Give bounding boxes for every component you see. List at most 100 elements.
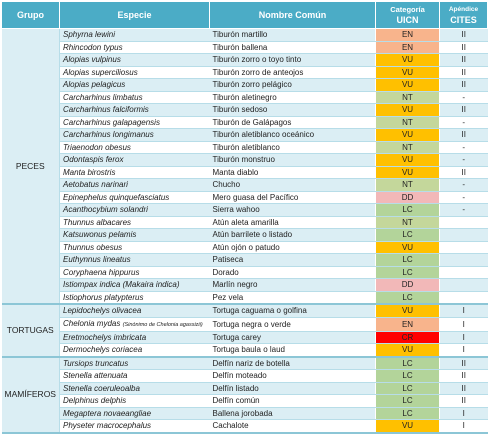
common-name: Atún aleta amarilla (209, 216, 376, 229)
uicn-category: CR (375, 331, 440, 344)
cites-appendix: II (439, 78, 488, 92)
species-name: Alopias superciliosus (63, 67, 138, 77)
common-name: Dorado (209, 266, 376, 279)
table-row: Thunnus albacares Atún aleta amarilla NT (2, 216, 488, 229)
common-name: Atún ojón o patudo (209, 241, 376, 254)
species-name: Lepidochelys olivacea (63, 306, 142, 316)
cites-appendix (439, 278, 488, 292)
uicn-category: LC (375, 407, 440, 420)
table-row: Aetobatus narinari Chucho NT - (2, 178, 488, 192)
cites-appendix: I (439, 317, 488, 332)
table-row: Dermochelys coriacea Tortuga baula o laud… (2, 343, 488, 358)
cites-appendix: - (439, 191, 488, 204)
species-cell: Stenella coeruleoalba (59, 382, 210, 395)
header-line: Apéndice (448, 6, 479, 13)
uicn-category: LC (375, 253, 440, 267)
cites-appendix (439, 241, 488, 254)
header-species: Especie (59, 1, 210, 29)
uicn-category: NT (375, 141, 440, 154)
species-cell: Istiompax indica (Makaira indica) (59, 278, 210, 292)
common-name: Tortuga baula o laud (209, 343, 376, 358)
species-name: Physeter macrocephalus (63, 421, 152, 431)
uicn-category: VU (375, 78, 440, 92)
table-row: Eretmochelys imbricata Tortuga carey CR I (2, 331, 488, 344)
common-name: Tiburón ballena (209, 41, 376, 54)
species-name: Sphyrna lewini (63, 30, 116, 40)
table-row: Alopias pelagicus Tiburón zorro pelágico V… (2, 78, 488, 92)
uicn-category: LC (375, 369, 440, 383)
species-name: Megaptera novaeangliae (63, 408, 152, 418)
species-name: Thunnus albacares (63, 217, 132, 227)
cites-appendix: - (439, 178, 488, 192)
common-name: Tiburón aletiblanco oceánico (209, 128, 376, 142)
species-cell: Physeter macrocephalus (59, 419, 210, 434)
species-name: Thunnus obesus (63, 242, 123, 252)
species-cell: Alopias superciliosus (59, 66, 210, 79)
common-name: Delfín listado (209, 382, 376, 395)
table-row: TORTUGAS Lepidochelys olivacea Tortuga cag… (1, 304, 488, 358)
cites-appendix: I (439, 304, 488, 318)
common-name: Chucho (209, 178, 376, 192)
species-name: Euthynnus lineatus (63, 255, 131, 265)
species-name: Carcharhinus galapagensis (63, 117, 160, 127)
species-cell: Katsuwonus pelamis (59, 228, 210, 242)
table-row: Carcharhinus galapagensis Tiburón de Galá… (2, 116, 488, 129)
uicn-category: VU (375, 419, 440, 434)
cites-appendix (439, 266, 488, 279)
species-name: Stenella coeruleoalba (63, 383, 140, 393)
table-row: Alopias vulpinus Tiburón zorro o toyo tin… (2, 53, 488, 67)
common-name: Tortuga negra o verde (209, 317, 376, 332)
cites-appendix: II (439, 41, 488, 54)
common-name: Tiburón martillo (209, 28, 376, 42)
species-name: Alopias vulpinus (63, 55, 121, 65)
common-name: Pez vela (209, 291, 376, 305)
cites-appendix: I (439, 419, 488, 434)
uicn-category: EN (375, 41, 440, 54)
table-row: Carcharhinus limbatus Tiburón aletinegro N… (2, 91, 488, 104)
cites-appendix: - (439, 203, 488, 217)
species-cell: Coryphaena hippurus (59, 266, 210, 279)
cites-appendix (439, 291, 488, 305)
species-cell: Alopias pelagicus (59, 78, 210, 92)
uicn-category: VU (375, 66, 440, 79)
common-name: Tiburón monstruo (209, 153, 376, 167)
common-name: Tiburón aletiblanco (209, 141, 376, 154)
cites-appendix: II (439, 369, 488, 383)
common-name: Tiburón aletinegro (209, 91, 376, 104)
species-cell: Euthynnus lineatus (59, 253, 210, 267)
species-name: Katsuwonus pelamis (63, 230, 137, 240)
header-common: Nombre Común (209, 1, 376, 29)
header-uicn: Categoría UICN (375, 1, 440, 29)
uicn-category: LC (375, 382, 440, 395)
cites-appendix: II (439, 166, 488, 179)
cites-appendix: - (439, 91, 488, 104)
table-row: Alopias superciliosus Tiburón zorro de an… (2, 66, 488, 79)
common-name: Tiburón zorro pelágico (209, 78, 376, 92)
species-cell: Megaptera novaeangliae (59, 407, 210, 420)
cites-appendix: II (439, 103, 488, 117)
species-cell: Carcharhinus falciformis (59, 103, 210, 117)
species-cell: Alopias vulpinus (59, 53, 210, 67)
common-name: Delfín moteado (209, 369, 376, 383)
table-row: Delphinus delphis Delfín común LC II (2, 394, 488, 408)
species-cell: Odontaspis ferox (59, 153, 210, 167)
cites-appendix: II (439, 394, 488, 408)
header-cites: Apéndice CITES (439, 1, 488, 29)
table-row: Rhincodon typus Tiburón ballena EN II (2, 41, 488, 54)
common-name: Sierra wahoo (209, 203, 376, 217)
species-name: Manta birostris (63, 167, 116, 177)
cites-appendix (439, 228, 488, 242)
species-cell: Epinephelus quinquefasciatus (59, 191, 210, 204)
cites-appendix: II (439, 53, 488, 67)
table-row: PECES Sphyrna lewini Tiburón martillo EN II (1, 28, 488, 305)
uicn-category: NT (375, 216, 440, 229)
uicn-category: NT (375, 91, 440, 104)
cites-appendix: II (439, 66, 488, 79)
table-row: Carcharhinus falciformis Tiburón sedoso VU… (2, 103, 488, 117)
species-name: Dermochelys coriacea (63, 345, 143, 355)
common-name: Delfín nariz de botella (209, 356, 376, 370)
uicn-category: VU (375, 166, 440, 179)
species-name: Alopias pelagicus (63, 80, 126, 90)
uicn-category: NT (375, 116, 440, 129)
uicn-category: EN (375, 28, 440, 42)
